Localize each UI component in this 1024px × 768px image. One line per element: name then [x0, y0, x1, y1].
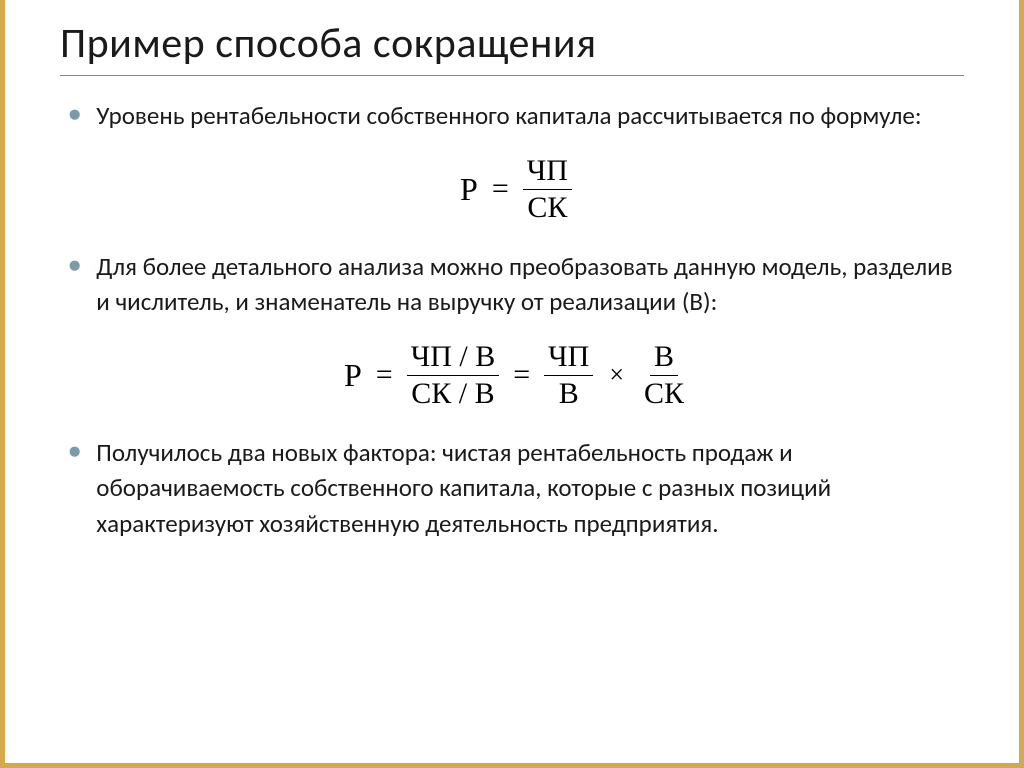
fraction-2b: ЧП В [544, 342, 593, 409]
formula-2: Р = ЧП / В СК / В = ЧП В × В СК [344, 342, 688, 409]
bullet-icon: ● [68, 98, 81, 130]
bullet-text-3: Получилось два новых фактора: чистая рен… [96, 435, 964, 542]
formula1-lhs: Р [460, 171, 478, 208]
formula2-f3-den: СК [640, 376, 688, 409]
times-sign: × [609, 360, 624, 390]
formula2-lhs: Р [344, 357, 362, 394]
fraction-2a: ЧП / В СК / В [407, 342, 500, 409]
formula-1-container: Р = ЧП СК [68, 156, 964, 223]
formula1-num: ЧП [523, 156, 572, 190]
formula2-f2-den: В [555, 376, 583, 409]
equals-sign: = [513, 358, 530, 392]
fraction-2c: В СК [640, 342, 688, 409]
formula2-f1-den: СК / В [407, 376, 498, 409]
formula2-f1-num: ЧП / В [407, 342, 500, 376]
bullet-icon: ● [68, 249, 81, 281]
equals-sign: = [492, 172, 509, 206]
formula-2-container: Р = ЧП / В СК / В = ЧП В × В СК [68, 342, 964, 409]
bullet-1: ● Уровень рентабельности собственного ка… [68, 98, 964, 134]
formula1-den: СК [523, 190, 571, 223]
formula-1: Р = ЧП СК [460, 156, 572, 223]
slide: Пример способа сокращения ● Уровень рент… [0, 0, 1024, 768]
bullet-text-1: Уровень рентабельности собственного капи… [96, 98, 921, 134]
bullet-text-2: Для более детального анализа можно преоб… [96, 249, 964, 320]
formula2-f3-num: В [650, 342, 678, 376]
bullet-icon: ● [68, 435, 81, 467]
equals-sign: = [376, 358, 393, 392]
slide-title: Пример способа сокращения [60, 18, 964, 76]
formula2-f2-num: ЧП [544, 342, 593, 376]
fraction-1: ЧП СК [523, 156, 572, 223]
bullet-3: ● Получилось два новых фактора: чистая р… [68, 435, 964, 542]
bullet-2: ● Для более детального анализа можно пре… [68, 249, 964, 320]
slide-content: ● Уровень рентабельности собственного ка… [60, 98, 964, 541]
